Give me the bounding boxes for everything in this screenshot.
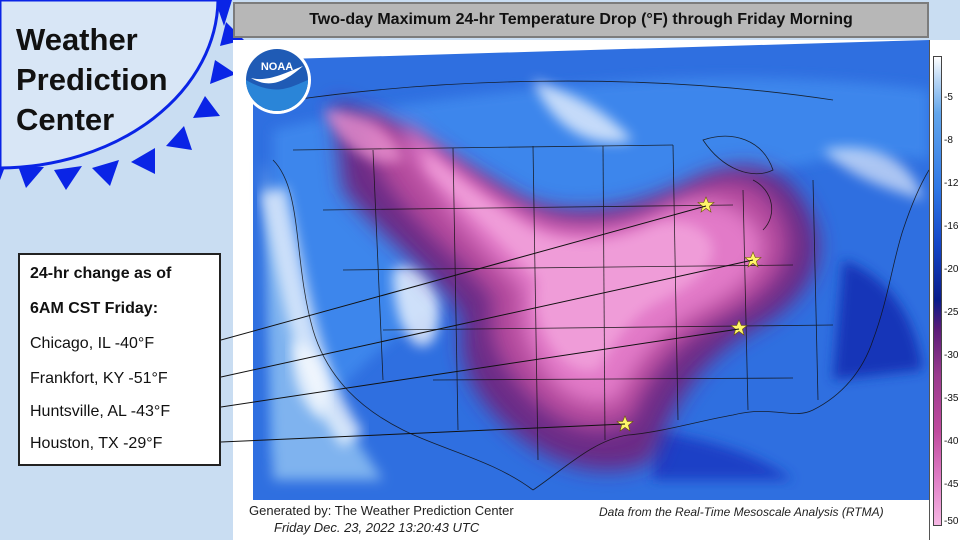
legend-tick: -45 xyxy=(944,479,959,490)
wpc-title-line-2: Prediction xyxy=(16,62,168,97)
legend-tick: -5 xyxy=(944,92,953,103)
temperature-change-info-box: 24-hr change as of 6AM CST Friday: Chica… xyxy=(18,253,221,466)
legend-tick: -50 xyxy=(944,516,959,527)
map-panel: NOAA Generated by: The Weather Predictio… xyxy=(233,40,929,540)
legend-tick: -20 xyxy=(944,264,959,275)
legend-tick: -8 xyxy=(944,135,953,146)
footer-generated-by: Generated by: The Weather Prediction Cen… xyxy=(249,503,514,518)
legend-tick: -35 xyxy=(944,393,959,404)
legend-tick: -40 xyxy=(944,436,959,447)
sun-disc xyxy=(0,0,220,170)
info-row-chicago: Chicago, IL -40°F xyxy=(30,335,155,352)
info-heading-line-2: 6AM CST Friday: xyxy=(30,300,159,317)
map-title: Two-day Maximum 24-hr Temperature Drop (… xyxy=(233,2,929,38)
wpc-sun-badge xyxy=(0,0,244,190)
info-row-houston: Houston, TX -29°F xyxy=(30,435,163,452)
footer-generated-at: Friday Dec. 23, 2022 13:20:43 UTC xyxy=(274,520,480,535)
wpc-title-line-1: Weather xyxy=(16,22,138,57)
color-legend: -5 -8 -12 -16 -20 -25 -30 -35 -40 -45 -5… xyxy=(929,40,960,540)
noaa-logo-text: NOAA xyxy=(261,61,293,73)
legend-tick: -30 xyxy=(944,350,959,361)
info-row-huntsville: Huntsville, AL -43°F xyxy=(30,403,171,420)
wpc-title: Weather Prediction Center xyxy=(16,20,216,140)
footer-data-source: Data from the Real-Time Mesoscale Analys… xyxy=(599,505,884,519)
legend-tick: -12 xyxy=(944,178,959,189)
info-heading-line-1: 24-hr change as of xyxy=(30,265,172,282)
info-row-frankfort: Frankfort, KY -51°F xyxy=(30,370,168,387)
temperature-drop-map: NOAA xyxy=(243,40,929,500)
wpc-title-line-3: Center xyxy=(16,102,115,137)
legend-color-ramp xyxy=(933,56,942,526)
legend-tick: -25 xyxy=(944,307,959,318)
legend-tick: -16 xyxy=(944,221,959,232)
noaa-logo: NOAA xyxy=(243,46,311,114)
